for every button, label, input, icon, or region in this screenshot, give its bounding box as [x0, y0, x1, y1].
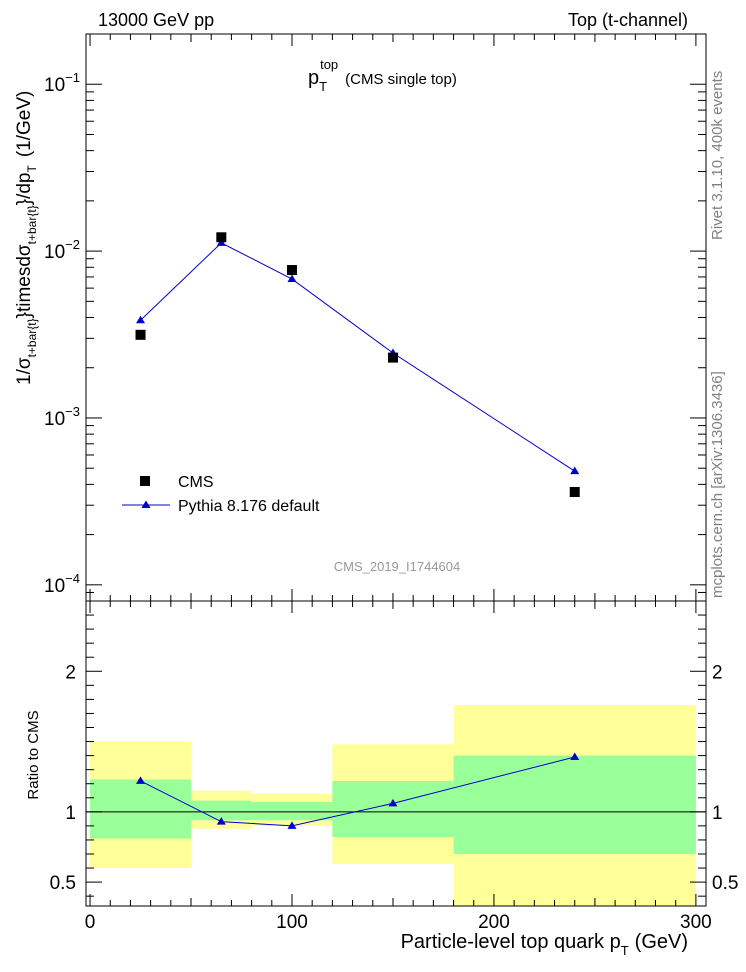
legend: CMS Pythia 8.176 default: [122, 474, 320, 515]
ratio-y-axis-label: Ratio to CMS: [25, 710, 42, 799]
ratio-y-tick-label-right: 0.5: [712, 873, 738, 894]
pythia-line: [140, 242, 576, 472]
y-tick-label-exponent: −3: [65, 404, 80, 419]
legend-pythia-label: Pythia 8.176 default: [178, 498, 320, 515]
x-axis-label-sub: T: [621, 943, 629, 958]
y-axis-label-p3: }/dp: [14, 173, 35, 206]
y-axis-label-p1: 1/σ: [14, 357, 35, 385]
cms-point: [569, 487, 580, 498]
y-axis-label-sub3: T: [25, 165, 39, 173]
legend-pythia-marker: [141, 500, 151, 508]
plot-title-main: p: [308, 67, 319, 89]
cms-point: [135, 329, 146, 340]
ratio-ticks: 0 100 200 3000.5 0.51 12 2: [50, 601, 738, 933]
plot-title-sub: T: [319, 79, 327, 94]
ratio-y-tick-label: 1: [65, 803, 76, 824]
ratio-y-tick-label-right: 2: [712, 662, 723, 683]
ratio-y-tick-label: 0.5: [50, 873, 76, 894]
plot-title: pTtop (CMS single top): [308, 57, 457, 94]
main-panel: 10−1 10−2 10−3 10−4: [44, 33, 707, 602]
ratio-point: [388, 798, 398, 807]
y-tick-label: 10−3: [44, 404, 80, 430]
y-tick-label: 10−4: [44, 571, 80, 597]
header-right-label: Top (t-channel): [568, 10, 688, 30]
y-tick-label: 10−1: [44, 70, 80, 96]
pythia-point: [570, 466, 580, 475]
x-axis-label: Particle-level top quark pT (GeV): [401, 931, 688, 958]
y-axis-label-p4: (1/GeV): [14, 91, 35, 158]
legend-cms-label: CMS: [178, 474, 214, 491]
analysis-tag: CMS_2019_I1744604: [334, 559, 461, 574]
main-frame: [85, 33, 707, 602]
ratio-point: [216, 817, 226, 825]
y-tick-label: 10−2: [44, 237, 80, 263]
ratio-frame: [85, 600, 707, 907]
cms-point: [216, 232, 227, 243]
x-tick-label: 0: [85, 912, 96, 933]
ratio-band-inner: [191, 800, 252, 821]
ratio-point: [136, 776, 146, 784]
x-axis-label-rest: (GeV): [635, 931, 688, 953]
cms-point: [286, 265, 297, 276]
pythia-point: [287, 274, 297, 283]
mcplots-label: mcplots.cern.ch [arXiv:1306.3436]: [709, 371, 726, 598]
ratio-y-tick-label-right: 1: [712, 803, 723, 824]
main-series: [135, 232, 580, 498]
ratio-series: [136, 752, 580, 829]
ratio-point: [570, 752, 580, 761]
cms-point: [387, 352, 398, 363]
ratio-panel: 0 100 200 3000.5 0.51 12 2: [50, 600, 738, 933]
ratio-band-inner: [251, 801, 333, 821]
plot-title-sup: top: [320, 57, 338, 72]
y-tick-label-exponent: −2: [65, 237, 80, 252]
y-axis-label-p2: }timesdσ: [14, 244, 35, 318]
pythia-point: [136, 315, 146, 324]
x-tick-label: 300: [680, 912, 712, 933]
y-axis-label-sub2: t+bar{t}: [25, 205, 39, 244]
legend-cms-marker: [140, 476, 150, 486]
header-left-label: 13000 GeV pp: [98, 10, 214, 30]
plot-title-rest: (CMS single top): [345, 71, 457, 88]
y-axis-label: 1/σt+bar{t}}timesdσt+bar{t}}/dpT(1/GeV): [14, 91, 39, 385]
ratio-point: [287, 821, 297, 829]
x-tick-label: 200: [478, 912, 510, 933]
ratio-y-tick-label: 2: [65, 662, 76, 683]
x-axis-label-main: Particle-level top quark p: [401, 931, 621, 953]
ratio-band-inner: [332, 780, 454, 838]
y-axis-label-sub1: t+bar{t}: [25, 318, 39, 357]
ratio-band-inner: [453, 755, 696, 854]
ratio-bands: [86, 705, 706, 906]
x-tick-label: 100: [276, 912, 308, 933]
rivet-label: Rivet 3.1.10, 400k events: [709, 71, 726, 240]
ratio-band-inner: [90, 779, 192, 839]
y-tick-label-exponent: −1: [65, 70, 80, 85]
y-tick-label-exponent: −4: [65, 571, 80, 586]
